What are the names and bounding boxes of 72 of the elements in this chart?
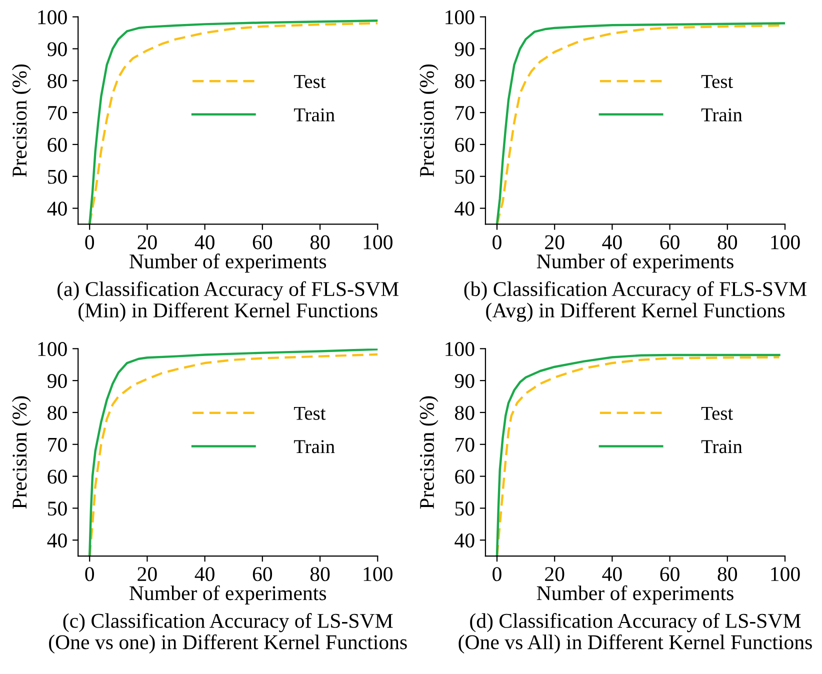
y-tick-label: 90 (48, 374, 67, 388)
y-tick-label: 40 (47, 202, 67, 216)
legend-label: Train (294, 440, 335, 454)
legend-label: Train (294, 108, 335, 122)
y-tick-label: 60 (48, 138, 67, 152)
y-tick-label: 100 (38, 10, 67, 24)
y-axis-title: Precision (%) (12, 64, 31, 177)
y-tick-label: 40 (454, 202, 474, 216)
x-tick-label: 0 (492, 567, 502, 582)
x-tick-label: 40 (194, 235, 214, 250)
x-tick-label: 20 (138, 235, 157, 250)
x-axis-title: Number of experiments (130, 254, 326, 273)
x-tick-label: 100 (771, 235, 800, 250)
legend-label: Test (294, 75, 326, 88)
x-tick-label: 80 (310, 567, 330, 582)
y-tick-label: 60 (455, 138, 474, 152)
legend-label: Test (701, 406, 734, 420)
y-tick-label: 60 (48, 470, 67, 484)
y-tick-label: 80 (455, 74, 474, 88)
y-tick-label: 70 (456, 106, 474, 120)
x-tick-label: 60 (660, 567, 680, 582)
y-tick-label: 80 (48, 74, 67, 88)
x-tick-label: 80 (718, 235, 738, 250)
y-tick-label: 90 (48, 42, 67, 56)
x-tick-label: 20 (545, 567, 564, 582)
legend-label: Test (701, 75, 734, 88)
y-tick-label: 70 (456, 438, 474, 452)
x-tick-label: 0 (85, 567, 94, 582)
legend-label: Test (294, 406, 326, 420)
x-tick-label: 100 (364, 567, 392, 582)
y-tick-label: 60 (455, 470, 474, 484)
x-axis-title: Number of experiments (536, 585, 734, 604)
y-tick-label: 80 (48, 406, 67, 420)
x-tick-label: 100 (771, 567, 800, 582)
x-tick-label: 60 (252, 567, 272, 582)
y-tick-label: 70 (48, 438, 67, 452)
x-tick-label: 40 (602, 235, 622, 250)
y-tick-label: 80 (455, 406, 474, 420)
x-tick-label: 20 (545, 235, 564, 250)
y-tick-label: 50 (48, 502, 67, 516)
y-tick-label: 50 (455, 502, 474, 516)
x-tick-label: 100 (364, 235, 392, 250)
x-tick-label: 40 (194, 567, 214, 582)
y-axis-title: Precision (%) (419, 396, 438, 509)
x-tick-label: 40 (602, 567, 622, 582)
y-tick-label: 90 (454, 374, 474, 388)
x-tick-label: 60 (660, 235, 680, 250)
x-tick-label: 0 (492, 235, 502, 250)
y-tick-label: 100 (38, 342, 67, 356)
text: (d) Classification Accuracy of LS-SVM (One vs All) in Different Kernel Functions (458, 613, 812, 654)
x-tick-label: 80 (310, 235, 330, 250)
x-axis-title: Number of experiments (130, 585, 326, 604)
y-tick-label: 70 (48, 106, 67, 120)
y-tick-label: 100 (446, 342, 474, 356)
text: (c) Classification Accuracy of LS-SVM (One vs one) in Different Kernel Functions (49, 613, 407, 654)
y-tick-label: 50 (455, 170, 474, 184)
legend-label: Train (701, 440, 742, 454)
x-tick-label: 80 (718, 567, 738, 582)
x-axis-title: Number of experiments (536, 254, 734, 273)
x-tick-label: 0 (85, 235, 94, 250)
y-axis-title: Precision (%) (419, 64, 438, 177)
y-tick-label: 90 (454, 42, 474, 56)
y-tick-label: 100 (446, 10, 474, 24)
y-tick-label: 50 (48, 170, 67, 184)
text: (a) Classification Accuracy of FLS-SVM (Min) in Different Kernel Functions (58, 281, 399, 322)
y-tick-label: 40 (47, 533, 67, 548)
text: (b) Classification Accuracy of FLS-SVM (Avg) in Different Kernel Functions (464, 281, 806, 322)
legend-label: Train (701, 108, 742, 122)
y-tick-label: 40 (454, 533, 474, 548)
x-tick-label: 60 (252, 235, 272, 250)
x-tick-label: 20 (138, 567, 157, 582)
y-axis-title: Precision (%) (12, 396, 31, 509)
